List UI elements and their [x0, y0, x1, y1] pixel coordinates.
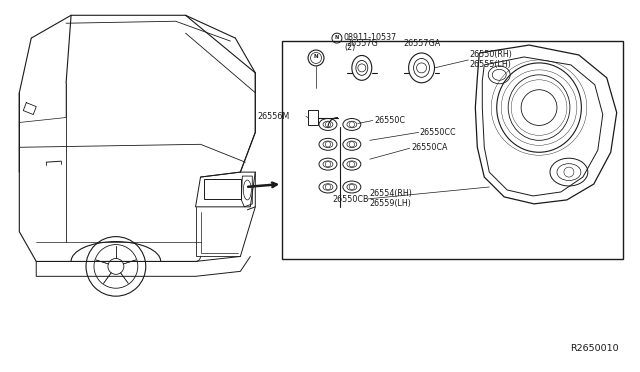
Text: 26554(RH): 26554(RH) [370, 189, 413, 198]
Text: (2): (2) [344, 42, 355, 52]
Text: 26550(RH): 26550(RH) [469, 51, 512, 60]
Text: 26550CA: 26550CA [412, 143, 448, 152]
Text: 26550C: 26550C [375, 116, 406, 125]
Text: R2650010: R2650010 [570, 344, 619, 353]
Bar [282, 41, 623, 259]
Text: N: N [335, 35, 339, 40]
Bar [204, 179, 241, 199]
Text: 26556M: 26556M [257, 112, 289, 121]
Text: 26559(LH): 26559(LH) [370, 199, 412, 208]
Text: 08911-10537: 08911-10537 [344, 33, 397, 42]
Bar [308, 110, 318, 125]
Text: 26555(LH): 26555(LH) [469, 60, 511, 70]
Text: 26557GA: 26557GA [403, 39, 440, 48]
Text: 26550CC: 26550CC [420, 128, 456, 137]
Text: 26550CB: 26550CB [332, 195, 369, 204]
Text: 26557G: 26557G [346, 39, 378, 48]
Text: N: N [314, 54, 318, 60]
